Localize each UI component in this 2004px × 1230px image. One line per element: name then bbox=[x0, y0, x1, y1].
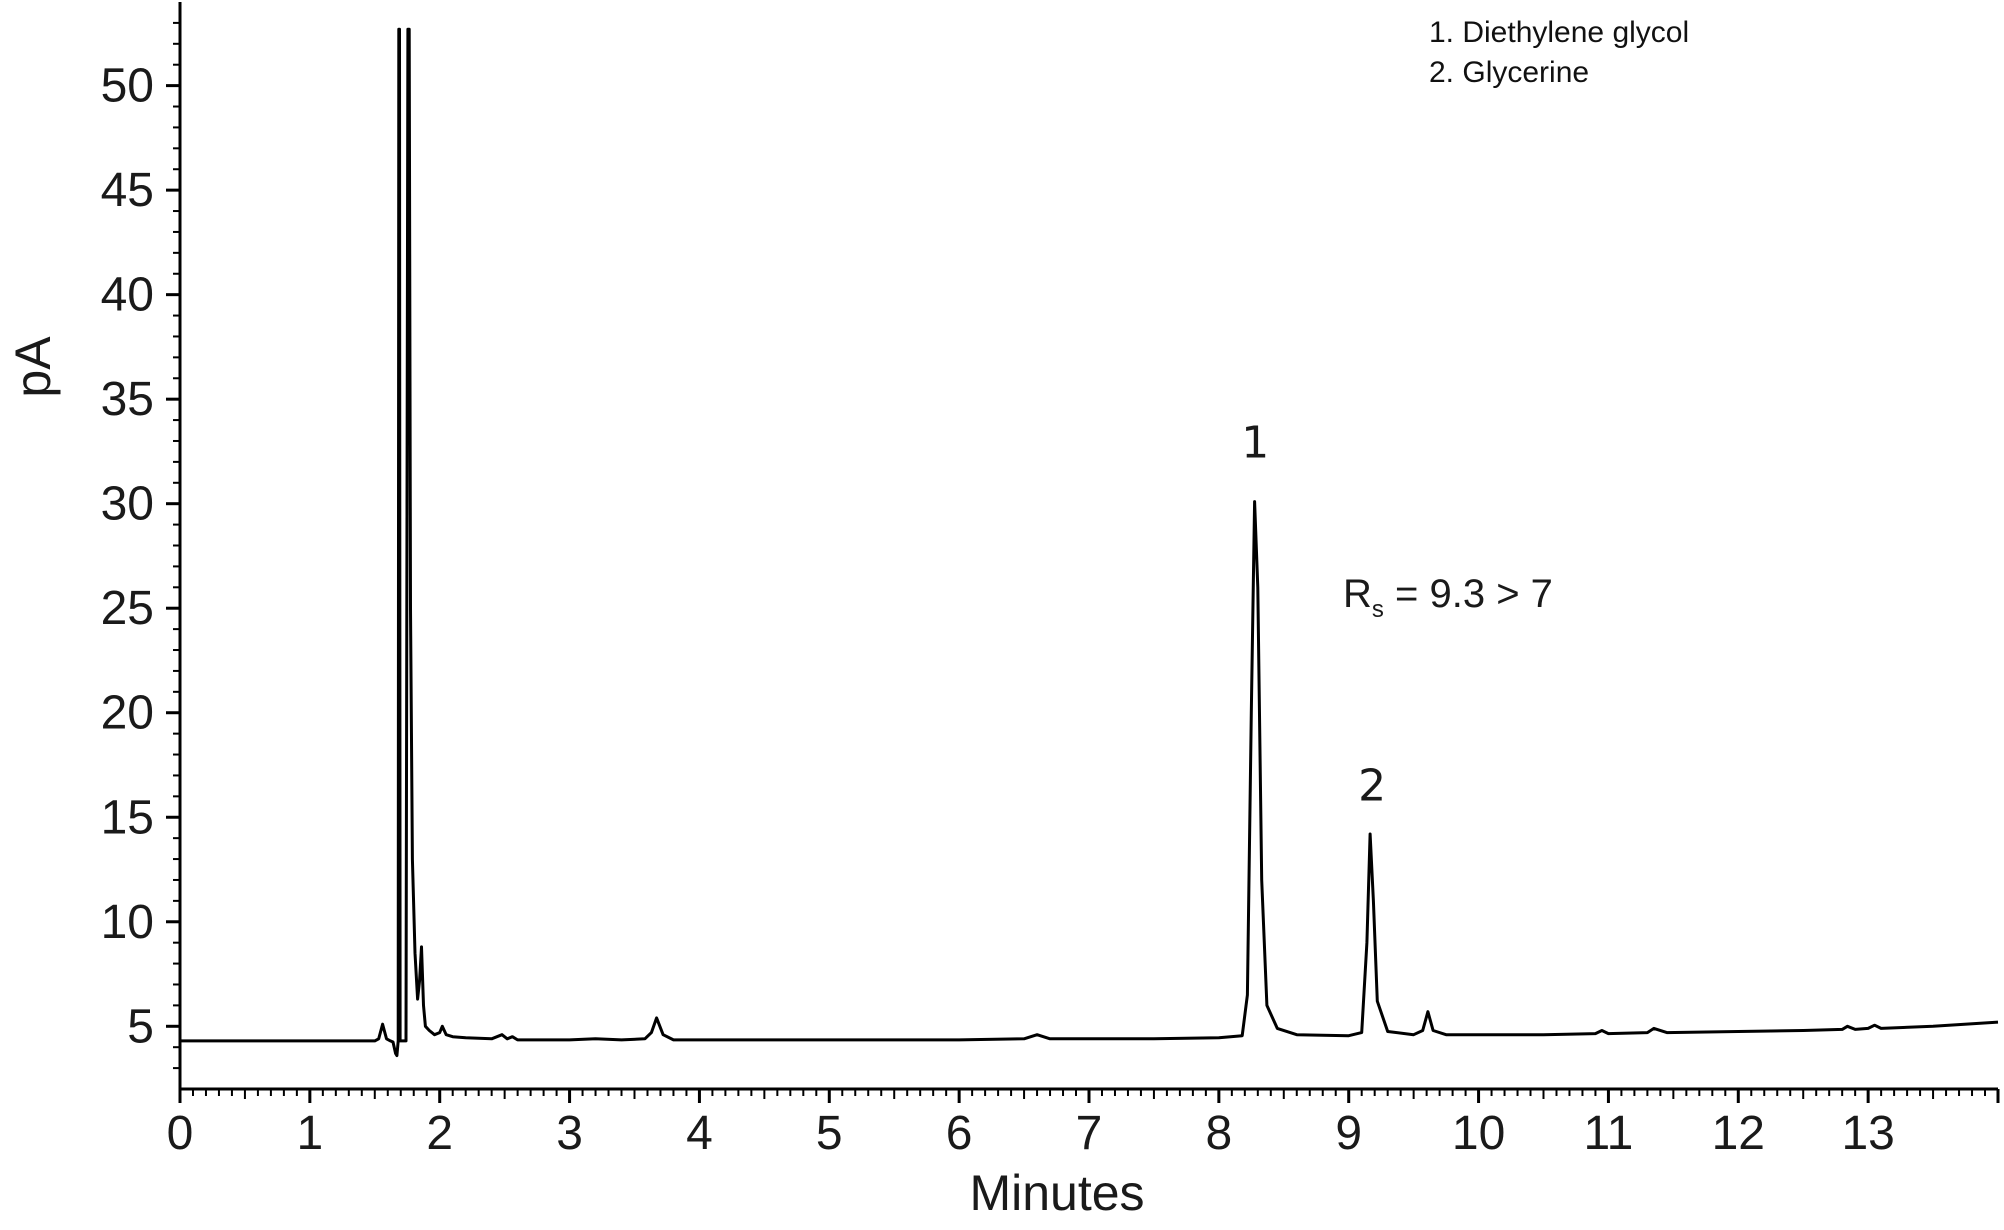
legend-entry-1: 1. Diethylene glycol bbox=[1429, 16, 1689, 49]
x-tick-label: 6 bbox=[946, 1107, 973, 1160]
resolution-annotation-subscript: s bbox=[1372, 596, 1384, 623]
resolution-annotation-rest: = 9.3 > 7 bbox=[1384, 572, 1553, 616]
x-tick-label: 10 bbox=[1452, 1107, 1505, 1160]
y-tick-label: 10 bbox=[101, 896, 154, 949]
series-layer bbox=[180, 27, 1999, 1058]
x-tick-label: 2 bbox=[426, 1107, 453, 1160]
x-tick-label: 8 bbox=[1206, 1107, 1233, 1160]
x-tick-label: 1 bbox=[297, 1107, 324, 1160]
x-tick-label: 3 bbox=[556, 1107, 583, 1160]
x-tick-label: 13 bbox=[1841, 1107, 1894, 1160]
y-tick-label: 15 bbox=[101, 791, 154, 844]
y-tick-label: 45 bbox=[101, 164, 154, 217]
x-tick-label: 7 bbox=[1076, 1107, 1103, 1160]
x-tick-label: 11 bbox=[1584, 1107, 1634, 1160]
legend: 1. Diethylene glycol 2. Glycerine bbox=[1429, 16, 1689, 89]
annotations: 12 bbox=[1241, 418, 1386, 812]
resolution-annotation: Rs = 9.3 > 7 bbox=[1343, 572, 1553, 623]
y-axis-title: pA bbox=[5, 336, 61, 398]
y-tick-label: 5 bbox=[127, 1000, 154, 1053]
y-tick-label: 20 bbox=[101, 687, 154, 740]
axes bbox=[178, 2, 1998, 1091]
x-axis-title: Minutes bbox=[969, 1165, 1144, 1221]
y-tick-label: 25 bbox=[101, 582, 154, 635]
peak-label-2: 2 bbox=[1358, 761, 1386, 812]
y-tick-label: 30 bbox=[101, 478, 154, 531]
y-tick-label: 50 bbox=[101, 60, 154, 113]
x-tick-label: 5 bbox=[816, 1107, 843, 1160]
peak-label-1: 1 bbox=[1241, 418, 1269, 469]
resolution-annotation-main: R bbox=[1343, 572, 1372, 616]
series-line-1 bbox=[180, 27, 1999, 1058]
x-tick-label: 12 bbox=[1712, 1107, 1765, 1160]
x-tick-label: 4 bbox=[686, 1107, 713, 1160]
legend-entry-2: 2. Glycerine bbox=[1429, 56, 1589, 89]
tick-marks bbox=[166, 21, 2000, 1103]
y-tick-label: 40 bbox=[101, 269, 154, 322]
x-tick-label: 0 bbox=[167, 1107, 194, 1160]
x-tick-label: 9 bbox=[1335, 1107, 1362, 1160]
y-tick-label: 35 bbox=[101, 373, 154, 426]
